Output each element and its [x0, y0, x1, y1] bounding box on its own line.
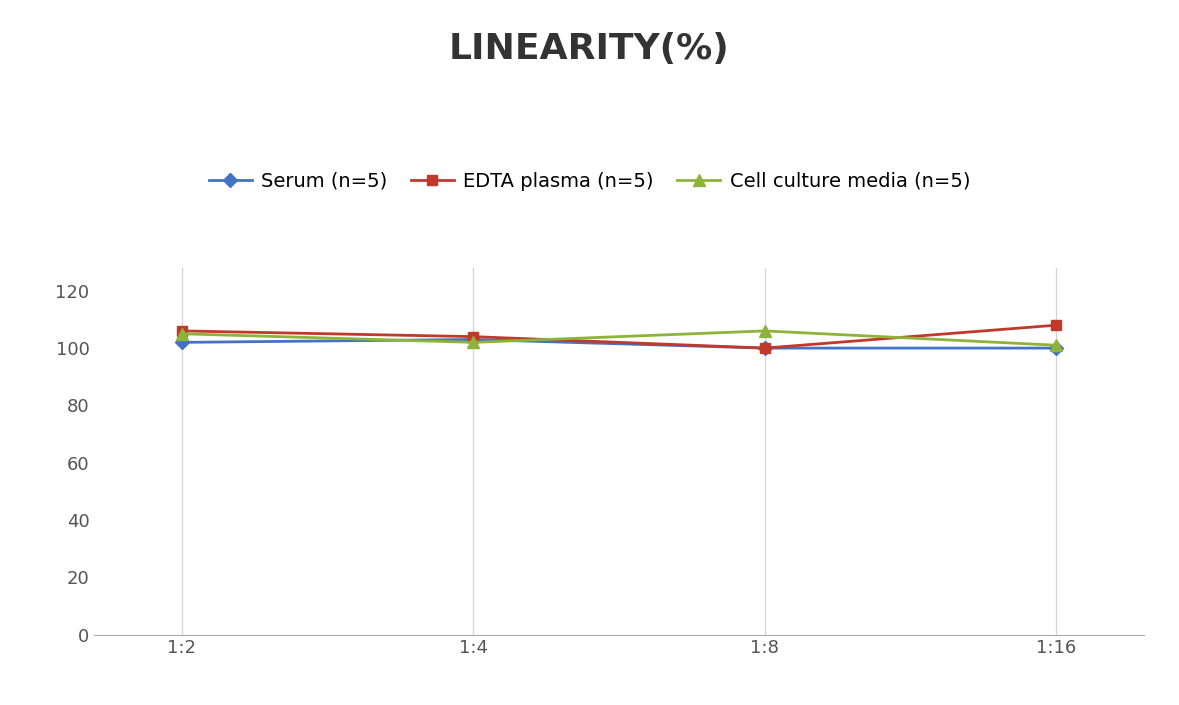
Line: EDTA plasma (n=5): EDTA plasma (n=5) [177, 320, 1061, 353]
Text: LINEARITY(%): LINEARITY(%) [449, 32, 730, 66]
Cell culture media (n=5) [1049, 341, 1063, 350]
EDTA plasma (n=5) [758, 344, 772, 352]
Cell culture media (n=5) [174, 329, 189, 338]
Serum (n=5) [174, 338, 189, 347]
EDTA plasma (n=5) [466, 332, 480, 341]
Cell culture media (n=5) [466, 338, 480, 347]
EDTA plasma (n=5) [1049, 321, 1063, 329]
Legend: Serum (n=5), EDTA plasma (n=5), Cell culture media (n=5): Serum (n=5), EDTA plasma (n=5), Cell cul… [209, 172, 970, 191]
Serum (n=5) [466, 336, 480, 344]
Serum (n=5) [1049, 344, 1063, 352]
Line: Serum (n=5): Serum (n=5) [177, 335, 1061, 353]
EDTA plasma (n=5) [174, 326, 189, 335]
Cell culture media (n=5) [758, 326, 772, 335]
Serum (n=5) [758, 344, 772, 352]
Line: Cell culture media (n=5): Cell culture media (n=5) [176, 325, 1062, 351]
